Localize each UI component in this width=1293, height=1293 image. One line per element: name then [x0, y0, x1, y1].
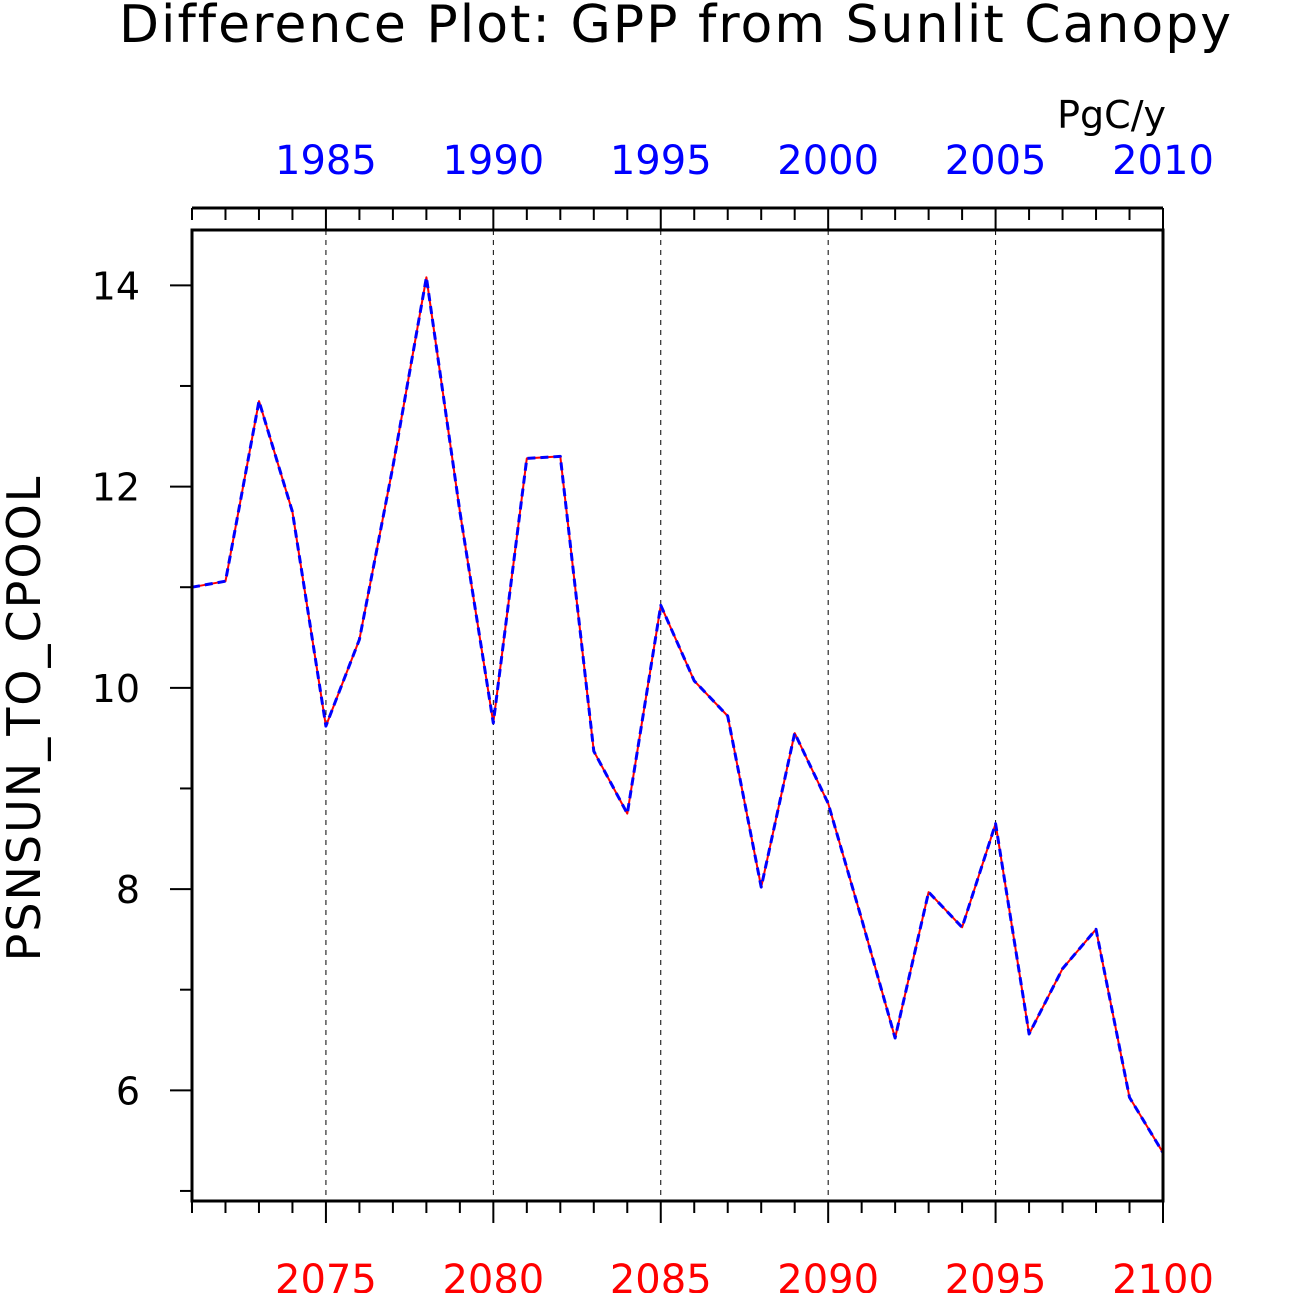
series-line-1 — [191, 276, 1164, 1154]
tick-labels: 2075 2080 2085 2090 2095 2100 1985 1990 1995 2000… — [92, 138, 1214, 1293]
plot-frame — [190, 228, 1165, 1203]
y-axis-label: PSNSUN_TO_CPOOL — [0, 475, 51, 962]
tick-marks — [170, 208, 1164, 1223]
y-tick-label-12: 12 — [92, 466, 140, 510]
bottom-tick-label-2090: 2090 — [777, 1257, 879, 1293]
chart-title: Difference Plot: GPP from Sunlit Canopy — [119, 0, 1233, 55]
series-line-2 — [191, 275, 1165, 1154]
grid-lines — [325, 230, 997, 1201]
top-tick-label-2005: 2005 — [945, 138, 1047, 184]
top-tick-label-1985: 1985 — [275, 138, 377, 184]
bottom-tick-label-2100: 2100 — [1112, 1257, 1214, 1293]
y-tick-label-8: 8 — [116, 868, 140, 912]
y-tick-label-6: 6 — [116, 1069, 140, 1113]
bottom-tick-label-2075: 2075 — [275, 1257, 377, 1293]
bottom-tick-label-2085: 2085 — [610, 1257, 712, 1293]
y-tick-label-10: 10 — [92, 667, 140, 711]
top-tick-label-2010: 2010 — [1112, 138, 1214, 184]
top-tick-label-1995: 1995 — [610, 138, 712, 184]
bottom-tick-label-2095: 2095 — [945, 1257, 1047, 1293]
y-tick-label-14: 14 — [92, 264, 140, 308]
series-group — [191, 275, 1165, 1154]
top-tick-label-1990: 1990 — [442, 138, 544, 184]
bottom-tick-label-2080: 2080 — [442, 1257, 544, 1293]
units-label: PgC/y — [1057, 93, 1166, 137]
top-tick-label-2000: 2000 — [777, 138, 879, 184]
